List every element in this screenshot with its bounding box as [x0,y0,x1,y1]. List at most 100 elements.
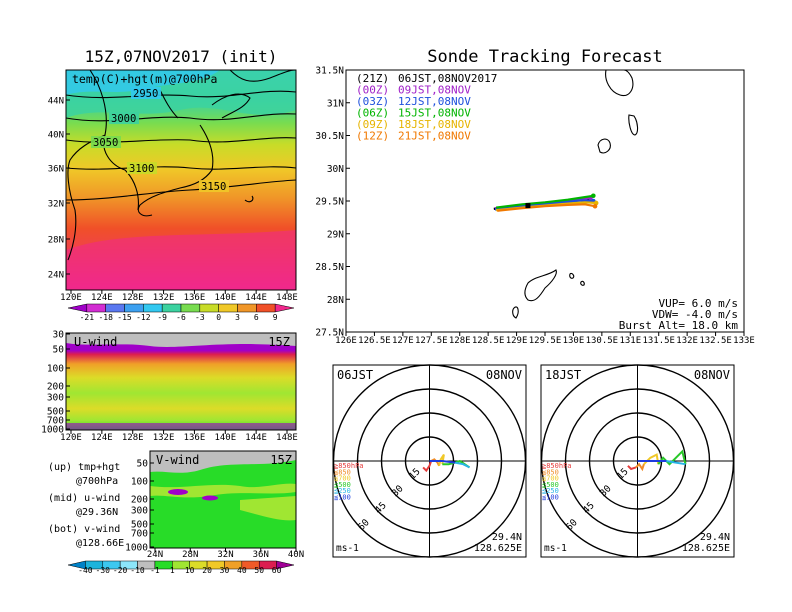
hodo-level-5: ≦100 [334,494,351,502]
hodo-unit: ms-1 [336,543,359,554]
hodo-time: 18JST [545,368,581,382]
tick-label-29N: 29N [327,229,344,240]
coastlines [67,70,296,261]
tick-label-50: 50 [137,459,149,470]
colorbar-label-0: 0 [216,313,221,322]
hodo-segment-4 [666,460,686,466]
tick-label-200: 200 [47,382,64,393]
tick-label-30: 30 [53,330,65,341]
tick-label-128.5E: 128.5E [472,336,505,346]
colorbar-label--10: -10 [130,566,145,575]
tick-label-30.5N: 30.5N [315,131,344,142]
tick-label-700: 700 [131,529,148,540]
legend-label-5: 21JST,08NOV [398,130,471,143]
hodo-date: 08NOV [694,368,730,382]
colorbar-label-60: 60 [272,566,282,575]
tick-label-36N: 36N [253,550,269,560]
hodo-unit: ms-1 [544,543,567,554]
tick-label-32N: 32N [48,200,64,210]
tick-label-132E: 132E [153,293,175,303]
colorbar-label--1: -1 [150,566,160,575]
colorbar-swatch [143,303,163,313]
hodo-level-5: ≦100 [542,494,559,502]
hodo-level-4: ≦250 [334,487,351,495]
track-line-2 [494,199,594,211]
note-up-2: @700hPa [76,476,118,487]
tick-label-1000: 1000 [41,425,64,436]
hodo-segment-2 [438,454,445,467]
contour-label-3150: 3150 [201,181,226,193]
hodo-date: 08NOV [486,368,522,382]
tick-label-144E: 144E [245,433,267,443]
tracking-map: 31.5N 31N 30.5N 30N 29.5N 29N 28.5N 28N 27.5N 12… [315,66,754,347]
burst-info: Burst Alt= 18.0 km [619,319,739,332]
colorbar-label-9: 9 [273,313,278,322]
legend-code-2: (03Z) [356,95,389,108]
map-lat-ticks: 44N 40N 36N 32N 28N 24N [48,97,70,281]
legend-code-5: (12Z) [356,130,389,143]
note-up-1: (up) tmp+hgt [48,462,120,473]
panel-notes: (up) tmp+hgt @700hPa (mid) u-wind @29.36… [48,462,124,549]
tick-label-29.5N: 29.5N [315,197,344,208]
uwind-time: 15Z [268,335,290,349]
tick-label-140E: 140E [214,293,236,303]
colorbar-label-10: 10 [185,566,195,575]
tick-label-27.5N: 27.5N [315,328,344,339]
burst-point-3 [591,193,596,199]
islands [512,70,639,319]
map-label: temp(C)+hgt(m)@700hPa [72,72,217,86]
tick-label-132E: 132E [676,336,698,346]
hodo-segment-1 [635,462,645,472]
hodo-lon: 128.625E [474,543,522,554]
colorbar-label--15: -15 [117,313,132,322]
note-mid-2: @29.36N [76,507,118,518]
vup-info: VUP= 6.0 m/s [659,297,738,310]
tick-label-31.5N: 31.5N [315,66,344,77]
contour-label-2950: 2950 [133,88,158,100]
hodo-level-1: ≦850 [542,468,559,476]
tick-label-128E: 128E [122,433,144,443]
warm-core [66,230,296,290]
colorbar-swatch [199,303,219,313]
hodo-level-0: ≧850hPa [334,462,364,470]
note-bot-2: @128.66E [76,538,124,549]
tick-label-124E: 124E [91,293,113,303]
hodo-level-3: ≦500 [542,481,559,489]
lat-ticks: 31.5N 31N 30.5N 30N 29.5N 29N 28.5N 28N 27.5N [315,66,350,339]
colorbar-swatch [256,303,276,313]
tick-label-129.5E: 129.5E [529,336,562,346]
tick-label-28.5N: 28.5N [315,262,344,273]
hodo-level-2: ≦700 [334,475,351,483]
hodo-level-0: ≧850hPa [542,462,572,470]
tick-label-700: 700 [47,416,64,427]
tick-label-40N: 40N [48,131,64,141]
tick-label-131.5E: 131.5E [642,336,675,346]
legend-label-3: 15JST,08NOV [398,107,471,120]
vwind-x-ticks: 24N 28N 32N 36N 40N [147,548,304,560]
colorbar-label--6: -6 [176,313,186,322]
tick-label-50: 50 [53,345,65,356]
sonde-tracks [493,193,599,212]
tick-label-126.5E: 126.5E [358,336,391,346]
cold-region [66,70,220,95]
tick-label-28N: 28N [182,550,198,560]
tick-label-24N: 24N [147,550,163,560]
colorbar-label--30: -30 [96,566,111,575]
hodo-time: 06JST [337,368,373,382]
colorbar-swatch [161,303,182,313]
left-title: 15Z,07NOV2017 (init) [85,47,278,66]
hodo-level-1: ≦850 [334,468,351,476]
tick-label-1000: 1000 [125,543,148,554]
tick-label-31N: 31N [327,98,344,109]
colorbar-label--3: -3 [195,313,205,322]
colorbar-swatch [124,303,144,313]
legend-code-0: (21Z) [356,72,389,85]
colorbar-label--12: -12 [136,313,151,322]
tick-label-300: 300 [47,393,64,404]
contour-label-3050: 3050 [93,137,118,149]
